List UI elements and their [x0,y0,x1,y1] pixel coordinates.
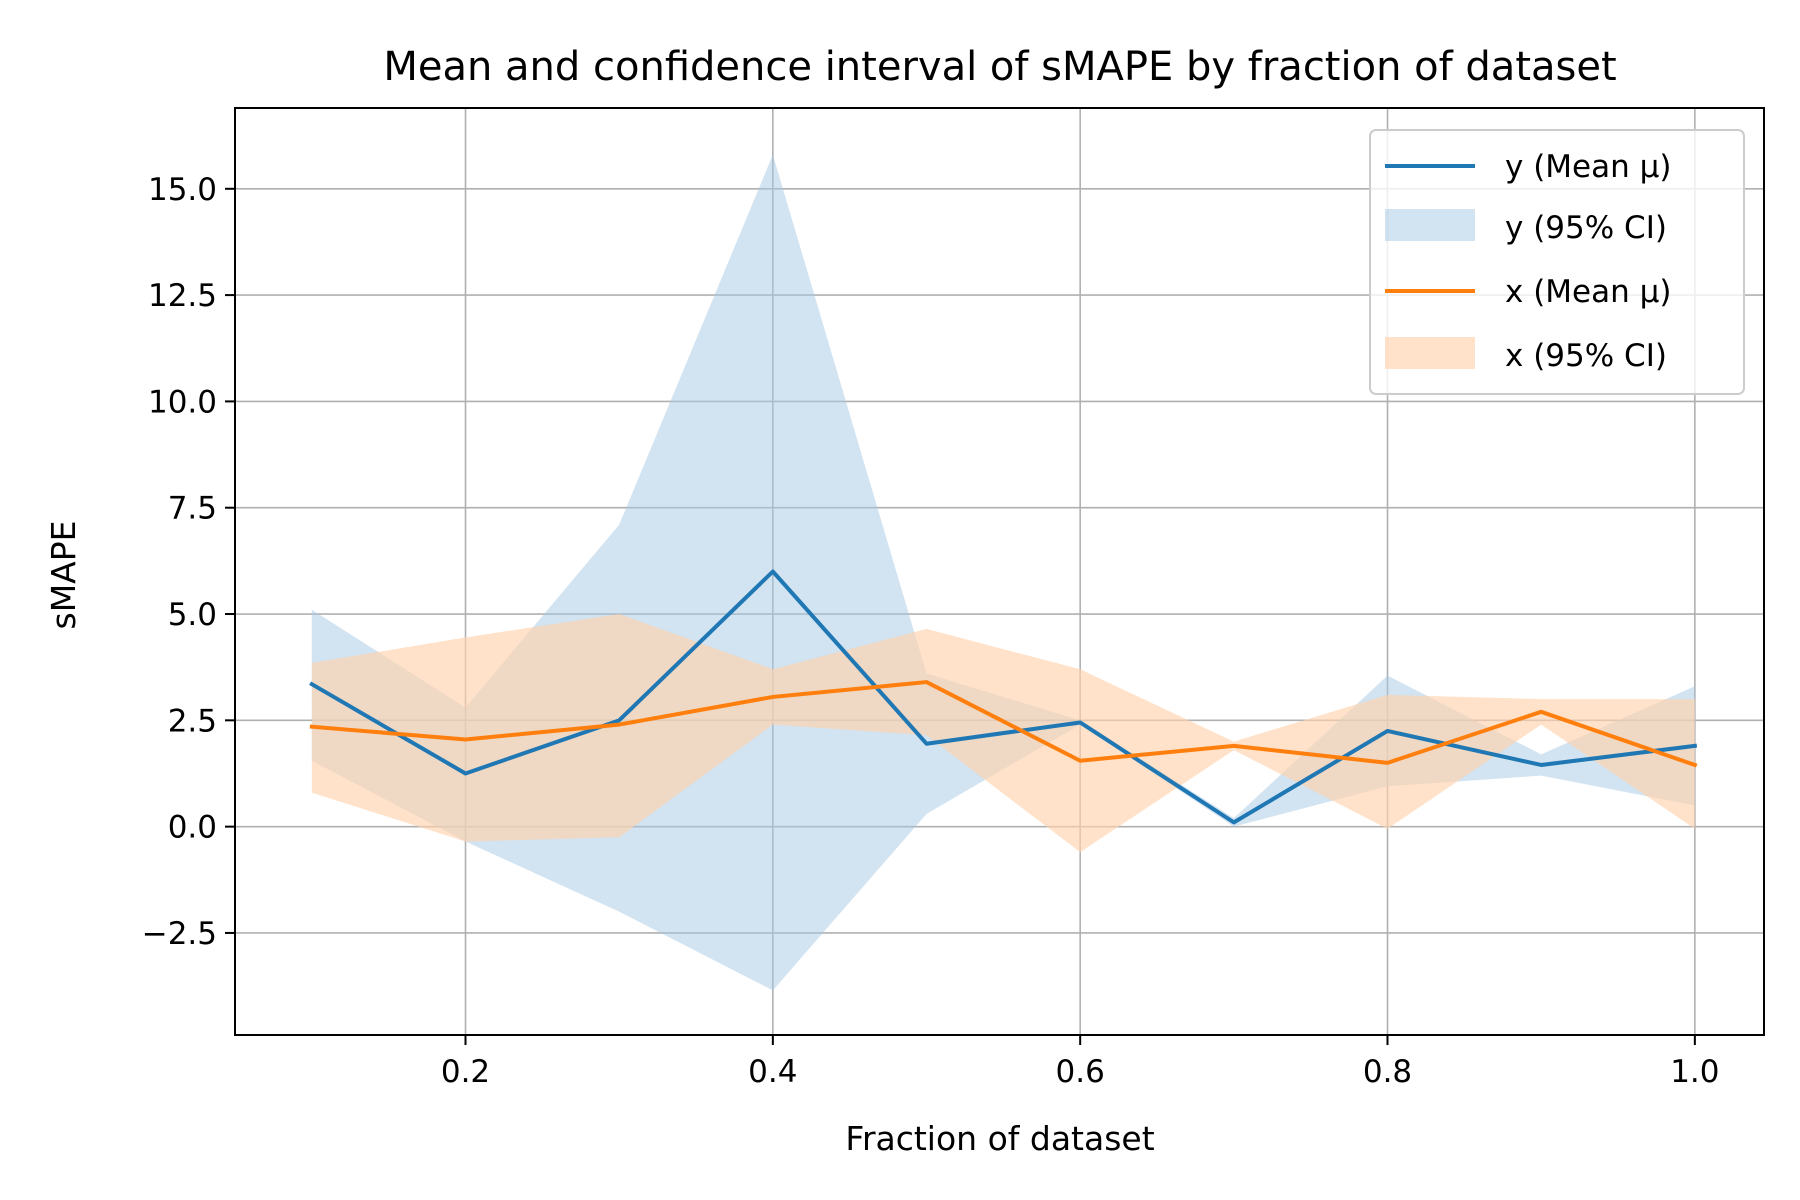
legend-swatch-x-ci [1385,337,1475,369]
y-tick-label: −2.5 [142,916,217,952]
legend-label-y-ci: y (95% CI) [1505,210,1667,246]
y-tick-label: 5.0 [168,597,217,633]
x-tick-label: 0.6 [1056,1054,1105,1090]
y-axis-title: sMAPE [44,521,83,630]
mean-line-y [309,569,1698,825]
legend-swatch-y-ci [1385,209,1475,241]
y-tick-label: 10.0 [148,384,217,420]
axis-ticks: 0.2 0.4 0.6 0.8 1.0 −2.5 0.0 2.5 5.0 7.5 10.0 12.5 1… [142,172,1720,1090]
legend-label-x-mean: x (Mean μ) [1505,274,1671,310]
mean-line-x [309,680,1698,768]
legend-label-y-mean: y (Mean μ) [1505,149,1671,185]
x-tick-label: 0.2 [441,1054,490,1090]
y-tick-label: 7.5 [168,491,217,527]
legend-frame [1369,129,1745,395]
x-tick-label: 1.0 [1670,1054,1719,1090]
plot-frame [234,107,1765,1036]
x-axis-title: Fraction of dataset [845,1119,1154,1158]
chart-title: Mean and confidence interval of sMAPE by… [383,44,1616,90]
x-tick-label: 0.8 [1363,1054,1412,1090]
y-tick-label: 12.5 [148,278,217,314]
legend-label-x-ci: x (95% CI) [1505,338,1667,374]
mean-lines [309,569,1698,825]
y-tick-label: 15.0 [148,172,217,208]
x-tick-label: 0.4 [748,1054,797,1090]
y-tick-label: 0.0 [168,810,217,846]
legend: y (Mean μ) y (95% CI) x (Mean μ) x (95% … [1369,129,1745,395]
y-tick-label: 2.5 [168,703,217,739]
